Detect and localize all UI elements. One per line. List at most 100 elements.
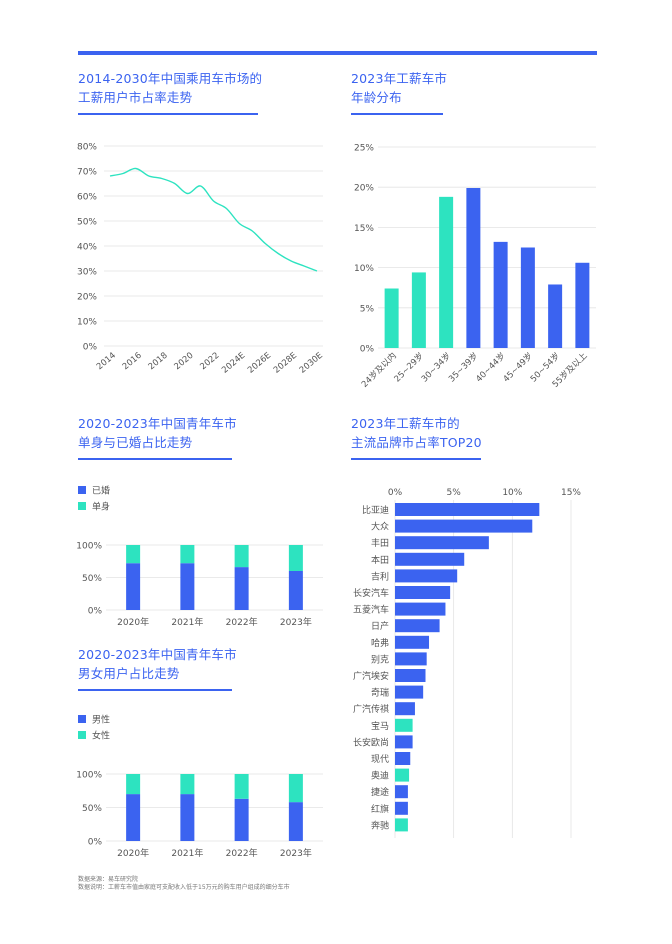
brand-bar — [395, 602, 446, 616]
brand-label: 长安汽车 — [353, 587, 389, 599]
x-tick-label: 2018 — [147, 351, 170, 373]
brand-bar — [395, 718, 413, 732]
x-tick-label: 2023年 — [280, 616, 312, 628]
stacked-bar-segment — [288, 802, 303, 841]
x-tick-label: 2021年 — [171, 847, 203, 859]
brand-label: 哈弗 — [371, 637, 389, 649]
share-trend-title-line1: 2014-2030年中国乘用车市场的 — [78, 71, 263, 86]
age-bar — [466, 188, 481, 348]
y-tick-label: 5% — [360, 304, 375, 314]
brand-bar — [395, 702, 415, 716]
x-tick-label: 2026E — [246, 351, 273, 376]
marital-title: 2020-2023年中国青年车市 单身与已婚占比走势 — [78, 414, 237, 452]
y-tick-label: 60% — [77, 193, 97, 203]
y-tick-label: 0% — [88, 838, 103, 848]
age-bar — [493, 241, 508, 348]
x-tick-label: 15% — [561, 488, 581, 498]
brand-label: 奔驰 — [371, 819, 389, 831]
brand-label: 日产 — [371, 620, 389, 632]
age-dist-title-line2: 年龄分布 — [351, 90, 402, 105]
brand-bar — [395, 818, 408, 832]
stacked-bar-segment — [180, 545, 195, 564]
x-tick-label: 2021年 — [171, 616, 203, 628]
brand-bar — [395, 801, 408, 815]
brand-label: 丰田 — [371, 537, 389, 549]
brand-bar — [395, 785, 408, 799]
brand-bar — [395, 552, 465, 566]
brands-underline — [351, 458, 481, 460]
legend-label: 单身 — [92, 501, 110, 513]
brand-bar — [395, 586, 451, 599]
stacked-bar-segment — [126, 774, 141, 795]
brand-label: 广汽传祺 — [353, 703, 389, 715]
brand-bar — [395, 519, 533, 533]
age-dist-chart: 0%5%10%15%20%25%24岁及以内25~29岁30~34岁35~39岁… — [354, 144, 596, 390]
y-tick-label: 20% — [354, 184, 374, 194]
brand-label: 大众 — [371, 521, 389, 533]
footer-source: 数据来源：易车研究院 — [78, 876, 139, 883]
age-bar — [520, 247, 535, 348]
brand-bar — [395, 652, 427, 666]
share-trend-underline — [78, 113, 258, 115]
y-tick-label: 15% — [354, 224, 374, 234]
age-bar — [411, 272, 426, 348]
stacked-bar-segment — [126, 794, 141, 841]
stacked-bar-segment — [180, 563, 195, 610]
y-tick-label: 50% — [82, 574, 102, 584]
legend-label: 女性 — [92, 730, 110, 742]
stacked-bar-segment — [288, 571, 303, 610]
stacked-bar-segment — [126, 545, 141, 564]
y-tick-label: 30% — [77, 268, 97, 278]
brand-label: 捷途 — [371, 786, 389, 798]
brands-title-line2: 主流品牌市占率TOP20 — [351, 435, 482, 450]
age-bar — [548, 284, 563, 348]
y-tick-label: 80% — [77, 143, 97, 153]
age-dist-title-line1: 2023年工薪车市 — [351, 71, 448, 86]
marital-title-line2: 单身与已婚占比走势 — [78, 435, 193, 450]
age-dist-underline — [351, 113, 443, 115]
brand-bar — [395, 635, 430, 649]
brand-bar — [395, 735, 413, 749]
share-trend-title-line2: 工薪用户市占率走势 — [78, 90, 193, 105]
brand-label: 别克 — [371, 654, 389, 665]
brand-bar — [395, 569, 458, 583]
footer-note: 数据说明：工薪车市值由家庭可支配收入低于15万元的购车用户组成的细分车市 — [78, 884, 290, 891]
brand-label: 现代 — [371, 754, 389, 765]
y-tick-label: 100% — [76, 542, 102, 552]
brand-bar — [395, 752, 411, 765]
brand-bar — [395, 768, 410, 782]
age-dist-title: 2023年工薪车市 年龄分布 — [351, 69, 447, 107]
y-tick-label: 10% — [354, 264, 374, 274]
brand-label: 比亚迪 — [362, 504, 389, 516]
marital-title-line1: 2020-2023年中国青年车市 — [78, 416, 237, 431]
y-tick-label: 20% — [77, 293, 97, 303]
brand-label: 广汽埃安 — [353, 670, 389, 682]
x-tick-label: 10% — [502, 488, 522, 498]
legend-swatch — [78, 731, 86, 739]
age-bar — [575, 262, 590, 348]
gender-title-line2: 男女用户占比走势 — [78, 666, 180, 681]
legend-swatch — [78, 715, 86, 723]
stacked-bar-segment — [288, 545, 303, 571]
legend-label: 已婚 — [92, 485, 110, 497]
x-tick-label: 0% — [388, 488, 403, 498]
stacked-bar-segment — [180, 774, 195, 795]
y-tick-label: 10% — [77, 318, 97, 328]
brand-label: 奇瑞 — [371, 687, 389, 699]
brands-title-line1: 2023年工薪车市的 — [351, 416, 460, 431]
top-accent-bar — [78, 51, 597, 55]
age-bar — [439, 196, 454, 348]
age-bar — [384, 288, 399, 348]
x-tick-label: 2020年 — [117, 847, 149, 859]
x-tick-label: 2022 — [198, 351, 221, 373]
share-trend-chart: 0%10%20%30%40%50%60%70%80%2014 2016 2018 20… — [77, 143, 325, 376]
brand-label: 五菱汽车 — [353, 604, 389, 616]
y-tick-label: 0% — [83, 343, 98, 353]
brand-label: 本田 — [371, 554, 389, 566]
x-tick-label: 2020年 — [117, 616, 149, 628]
legend-swatch — [78, 502, 86, 510]
stacked-bar-segment — [234, 545, 249, 568]
